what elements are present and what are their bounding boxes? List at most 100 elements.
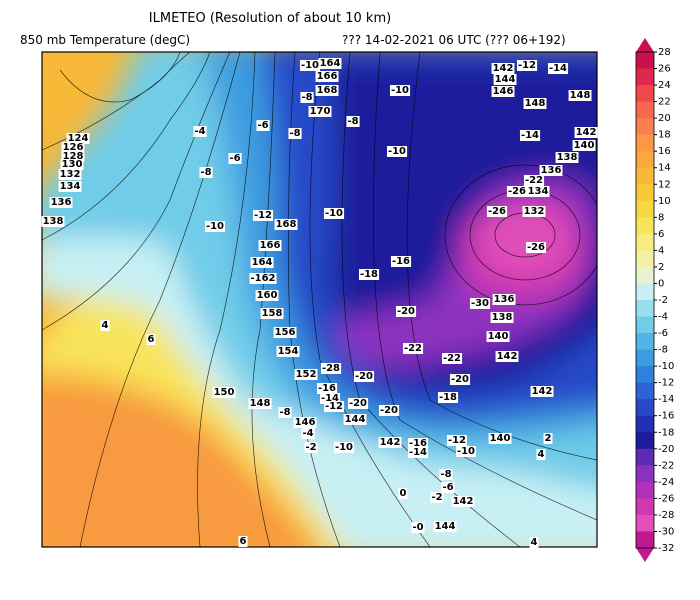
color-segment	[636, 399, 654, 417]
label-background	[49, 197, 73, 208]
color-segment	[636, 200, 654, 218]
color-segment	[636, 233, 654, 251]
label-background	[411, 522, 425, 533]
color-segment	[636, 333, 654, 351]
color-segment	[636, 382, 654, 400]
label-text: 138	[43, 216, 64, 227]
label-text: 148	[250, 398, 271, 409]
label-background	[486, 206, 508, 217]
map-label: -20	[449, 374, 471, 385]
label-text: 144	[495, 74, 516, 85]
map-label: -2	[430, 492, 444, 503]
label-background	[58, 181, 82, 192]
colorbar-tick-label: 10	[658, 196, 671, 207]
color-segment	[636, 68, 654, 86]
label-background	[398, 488, 408, 499]
label-background	[304, 442, 318, 453]
label-text: 142	[497, 351, 518, 362]
label-background	[258, 240, 282, 251]
label-text: -18	[439, 392, 457, 403]
map-label: -4	[193, 126, 207, 137]
map-label: -30	[469, 298, 491, 309]
label-text: 2	[545, 433, 552, 444]
label-background	[358, 269, 380, 280]
label-text: -0	[412, 522, 423, 533]
label-text: 146	[295, 417, 316, 428]
label-background	[488, 433, 512, 444]
colorbar-tick-label: -26	[658, 493, 674, 504]
label-text: -14	[321, 393, 339, 404]
map-label: 146	[293, 417, 317, 428]
label-background	[250, 257, 274, 268]
label-background	[446, 435, 468, 446]
label-text: 146	[493, 86, 514, 97]
map-label: 138	[555, 152, 579, 163]
label-background	[274, 219, 298, 230]
color-segment	[636, 101, 654, 119]
label-background	[555, 152, 579, 163]
label-text: 168	[317, 85, 338, 96]
label-background	[433, 521, 457, 532]
colorbar: 2826242220181614121086420-2-4-6-8-10-12-…	[635, 38, 674, 562]
label-text: -10	[391, 85, 409, 96]
label-background	[441, 482, 455, 493]
colorbar-tick-label: 22	[658, 97, 671, 108]
map-label: -20	[347, 398, 369, 409]
label-background	[260, 308, 284, 319]
label-background	[100, 320, 110, 331]
label-background	[61, 151, 85, 162]
label-background	[530, 386, 554, 397]
label-text: -26	[488, 206, 506, 217]
label-text: -16	[409, 438, 427, 449]
colorbar-tick-label: -30	[658, 526, 674, 537]
run-info: ??? 14-02-2021 06 UTC (??? 06+192)	[342, 33, 566, 47]
label-background	[323, 208, 345, 219]
label-background	[347, 398, 369, 409]
color-segment	[636, 366, 654, 384]
label-text: 166	[317, 71, 338, 82]
map-label: -20	[395, 306, 417, 317]
map-label: -14	[519, 130, 541, 141]
label-background	[316, 383, 338, 394]
color-segment	[636, 283, 654, 301]
label-text: -20	[380, 405, 398, 416]
map-label: 144	[493, 74, 517, 85]
label-text: 142	[380, 437, 401, 448]
map-label: -16	[390, 256, 412, 267]
label-background	[523, 175, 545, 186]
label-text: 148	[525, 98, 546, 109]
label-text: 136	[51, 197, 72, 208]
label-background	[526, 186, 550, 197]
map-label: -8	[346, 116, 360, 127]
color-segment	[636, 432, 654, 450]
label-background	[490, 312, 514, 323]
label-text: -4	[194, 126, 205, 137]
label-background	[333, 442, 355, 453]
label-background	[315, 85, 339, 96]
label-text: -16	[318, 383, 336, 394]
map-label: 164	[318, 58, 342, 69]
label-background	[204, 221, 226, 232]
label-text: 126	[63, 142, 84, 153]
label-text: -14	[521, 130, 539, 141]
label-background	[41, 216, 65, 227]
label-background	[519, 130, 541, 141]
label-text: 0	[400, 488, 407, 499]
color-segment	[636, 151, 654, 169]
label-text: -8	[347, 116, 358, 127]
color-segment	[636, 448, 654, 466]
map-label: 158	[260, 308, 284, 319]
map-label: -10	[204, 221, 226, 232]
label-background	[288, 128, 302, 139]
map-label: 136	[49, 197, 73, 208]
label-background	[492, 294, 516, 305]
label-background	[491, 63, 515, 74]
label-background	[278, 407, 292, 418]
label-background	[439, 469, 453, 480]
map-label: -16	[407, 438, 429, 449]
map-label: -6	[441, 482, 455, 493]
label-text: -10	[206, 221, 224, 232]
label-text: -12	[448, 435, 466, 446]
label-background	[255, 290, 279, 301]
